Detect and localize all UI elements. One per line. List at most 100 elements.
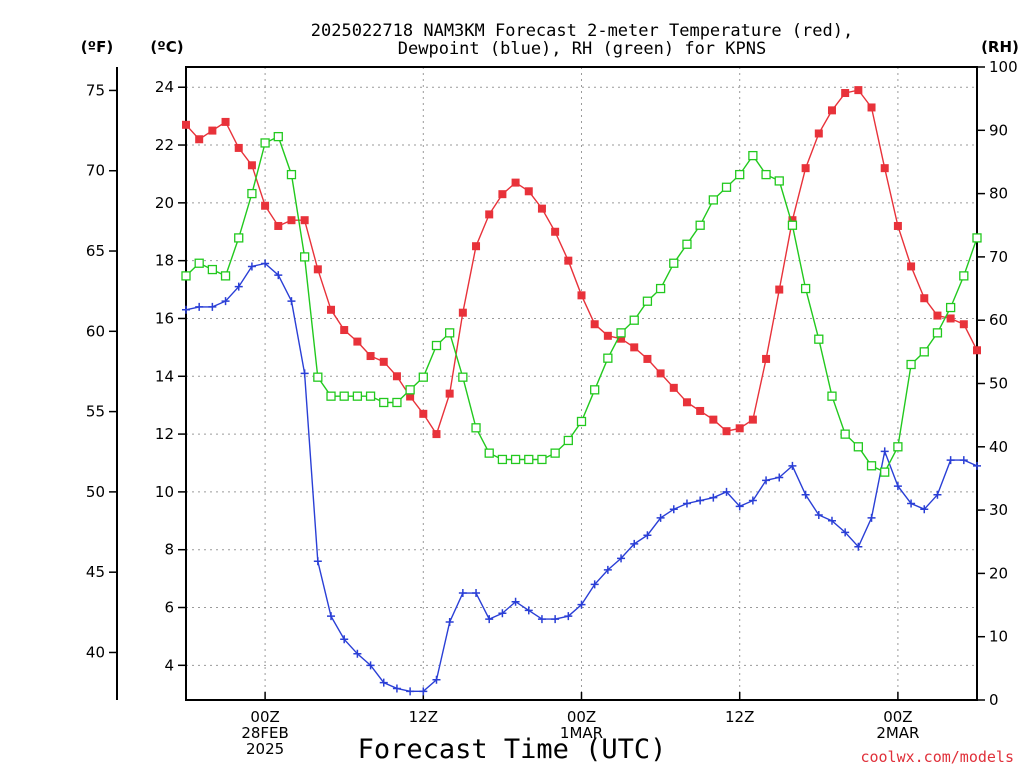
dewpoint-line: [185, 262, 978, 692]
dewpoint-point: [959, 456, 968, 465]
temperature-point: [880, 164, 889, 173]
temperature-point: [300, 216, 309, 225]
temperature-point: [274, 221, 283, 230]
dewpoint-point: [340, 635, 349, 644]
time-tick-label: 00Z: [883, 708, 912, 726]
chart-title: 2025022718 NAM3KM Forecast 2-meter Tempe…: [311, 21, 853, 59]
dewpoint-point: [762, 476, 771, 485]
rh-point: [260, 138, 270, 148]
rh-point: [827, 391, 837, 401]
title-line: Dewpoint (blue), RH (green) for KPNS: [398, 39, 766, 59]
rh-point: [286, 169, 297, 180]
temperature-point: [551, 227, 560, 236]
temperature-point: [801, 164, 810, 173]
rh-point: [800, 283, 811, 294]
dewpoint-point: [379, 678, 388, 687]
temperature-point: [775, 285, 784, 294]
dewpoint-point: [195, 302, 204, 311]
rh-point: [906, 359, 916, 370]
dewpoint-point: [419, 687, 428, 696]
rh-point: [484, 448, 494, 458]
dewpoint-point: [907, 499, 916, 508]
time-tick-label: 2025: [246, 740, 284, 758]
temperature-point: [933, 311, 942, 320]
celsius-tick-label: 10: [155, 483, 174, 501]
dewpoint-point: [814, 511, 823, 520]
rh-point: [273, 131, 283, 142]
rh-point: [445, 328, 455, 338]
dewpoint-point: [392, 684, 401, 693]
temperature-point: [959, 320, 968, 329]
rh-point: [510, 454, 521, 465]
temperature-point: [867, 103, 876, 112]
celsius-tick-label: 12: [155, 425, 174, 443]
dewpoint-point: [603, 565, 612, 574]
rh-point: [655, 283, 666, 294]
temperature-point: [841, 89, 850, 98]
celsius-tick-label: 14: [155, 367, 174, 385]
rh-point: [458, 372, 468, 382]
dewpoint-point: [445, 617, 454, 626]
dewpoint-point: [590, 580, 599, 589]
time-tick-label: 12Z: [725, 708, 754, 726]
temperature-point: [340, 326, 349, 335]
rh-point: [682, 239, 692, 249]
temperature-point: [221, 117, 230, 126]
dewpoint-point: [261, 259, 270, 268]
dewpoint-point: [472, 589, 481, 598]
fahrenheit-tick-label: 70: [86, 162, 105, 180]
rh-point: [234, 233, 244, 243]
rh-point: [945, 302, 956, 313]
rh-point: [247, 188, 257, 199]
dewpoint-point: [946, 456, 955, 465]
dewpoint-point: [551, 615, 560, 624]
dewpoint-point: [327, 612, 336, 621]
rh-point: [866, 461, 877, 471]
temperature-point: [827, 106, 836, 115]
rh-point: [853, 442, 863, 452]
dewpoint-point: [234, 282, 243, 291]
rh-point: [642, 296, 653, 306]
rh-point: [708, 195, 718, 205]
series: [181, 86, 982, 696]
temperature-point: [920, 294, 929, 303]
celsius-tick-label: 20: [155, 194, 174, 212]
temperature-point: [327, 305, 336, 314]
temperature-point: [577, 291, 586, 300]
dewpoint-point: [221, 297, 230, 306]
temperature-point: [458, 308, 467, 317]
temperature-point: [498, 190, 507, 199]
temperature-point: [946, 314, 955, 323]
fahrenheit-tick-label: 45: [86, 563, 105, 581]
temperature-point: [313, 265, 322, 274]
rh-point: [761, 169, 771, 180]
rh-point: [392, 397, 402, 408]
temperature-point: [709, 415, 718, 424]
fahrenheit-tick-label: 55: [86, 403, 105, 421]
rh-point: [405, 385, 415, 395]
dewpoint-point: [247, 262, 256, 271]
temperature-point: [392, 372, 401, 381]
celsius-tick-label: 8: [164, 541, 174, 559]
temperature-point: [537, 204, 546, 213]
rh-point: [524, 454, 534, 465]
dewpoint-point: [353, 649, 362, 658]
rh-tick-label: 30: [989, 501, 1008, 519]
celsius-tick-label: 22: [155, 136, 174, 154]
rh-point: [220, 271, 231, 281]
rh-tick-label: 10: [989, 628, 1008, 646]
rh-point: [431, 340, 442, 351]
temperature-point: [973, 346, 981, 355]
temperature-point: [445, 389, 454, 398]
rh-point: [497, 454, 508, 465]
temperature-point: [682, 398, 691, 407]
rh-point: [365, 391, 376, 401]
rh-point: [721, 182, 732, 192]
dewpoint-point: [801, 490, 810, 499]
rh-point: [893, 442, 903, 452]
dewpoint-point: [564, 612, 573, 621]
celsius-tick-label: 6: [164, 599, 174, 617]
temperature-point: [485, 210, 494, 219]
rh-unit-label: (RH): [981, 38, 1019, 56]
dewpoint-point: [867, 513, 876, 522]
